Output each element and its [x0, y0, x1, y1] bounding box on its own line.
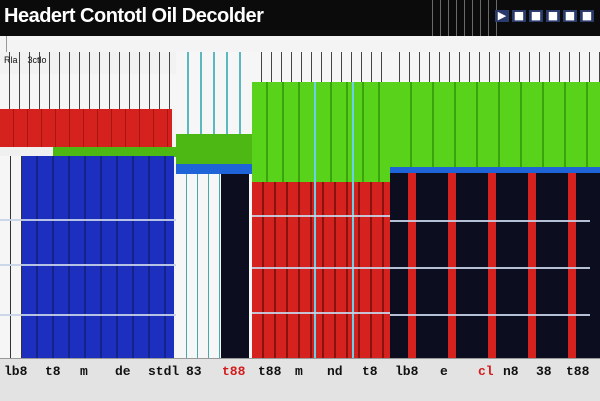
bottom-label-1: lb8 — [4, 364, 28, 379]
bottom-label-bar: lb8 t8 m de stdl 83 t88 t88 m nd t8 lb8 … — [0, 358, 600, 401]
grid-hline — [0, 219, 176, 221]
toolbar-icon-1[interactable]: ■ — [512, 9, 526, 22]
green-strip-left — [0, 147, 176, 157]
bottom-label-2: t8 — [45, 364, 61, 379]
title-bar: Headert Contotl Oil Decolder ▶ ■ ■ ■ ■ ■ — [0, 0, 600, 36]
bottom-label-15: n8 — [503, 364, 519, 379]
red-band-left — [0, 109, 172, 147]
left-header-cells — [0, 74, 176, 109]
blue-strip-mid — [176, 164, 252, 174]
bottom-label-9: m — [295, 364, 303, 379]
bottom-label-11: t8 — [362, 364, 378, 379]
dark-red-block — [390, 173, 600, 358]
bottom-label-16: 38 — [536, 364, 552, 379]
toolbar-icon-3[interactable]: ■ — [546, 9, 560, 22]
right-header — [390, 52, 600, 82]
bottom-label-13: e — [440, 364, 448, 379]
grid-hline — [390, 314, 590, 316]
panel-left — [0, 74, 176, 358]
grid-hline — [390, 220, 590, 222]
bottom-label-17: t88 — [566, 364, 590, 379]
grid-hline — [390, 267, 590, 269]
bottom-label-4: de — [115, 364, 131, 379]
grid-hline — [252, 215, 390, 217]
mid-left-header — [176, 52, 252, 134]
panel-center — [252, 52, 390, 358]
green-band-center — [252, 82, 390, 182]
grid-vline — [314, 82, 316, 358]
bottom-label-3: m — [80, 364, 88, 379]
grid-vline — [352, 82, 354, 358]
bottom-label-5: stdl — [148, 364, 180, 379]
bottom-label-14: cl — [478, 364, 494, 379]
panel-mid-left — [176, 52, 252, 358]
grid-hline — [0, 314, 176, 316]
window-title: Headert Contotl Oil Decolder — [4, 5, 264, 27]
bottom-label-6: 83 — [186, 364, 202, 379]
grid-hline — [0, 264, 176, 266]
bottom-label-10: nd — [327, 364, 343, 379]
toolbar-icon-4[interactable]: ■ — [563, 9, 577, 22]
titlebar-icons: ▶ ■ ■ ■ ■ ■ — [495, 10, 594, 22]
blue-strip-right — [390, 167, 600, 173]
green-band-right — [390, 82, 600, 167]
bottom-label-8: t88 — [258, 364, 282, 379]
toolbar-icon-2[interactable]: ■ — [529, 9, 543, 22]
blue-block — [22, 156, 174, 358]
grid-hline — [252, 312, 390, 314]
left-white-cols — [0, 156, 22, 358]
bottom-label-7: t88 — [222, 364, 246, 379]
green-band-mid — [176, 134, 252, 164]
play-icon[interactable]: ▶ — [495, 10, 509, 22]
toolbar — [0, 36, 600, 53]
dark-column — [221, 174, 249, 358]
toolbar-divider — [6, 36, 7, 52]
panel-label: Rla 3ctlo — [4, 55, 47, 65]
red-block-center — [252, 182, 390, 358]
bottom-label-12: lb8 — [395, 364, 419, 379]
titlebar-separator — [425, 0, 500, 36]
center-header — [252, 52, 390, 82]
panel-right — [390, 52, 600, 358]
toolbar-icon-5[interactable]: ■ — [580, 9, 594, 22]
grid-hline — [252, 267, 390, 269]
